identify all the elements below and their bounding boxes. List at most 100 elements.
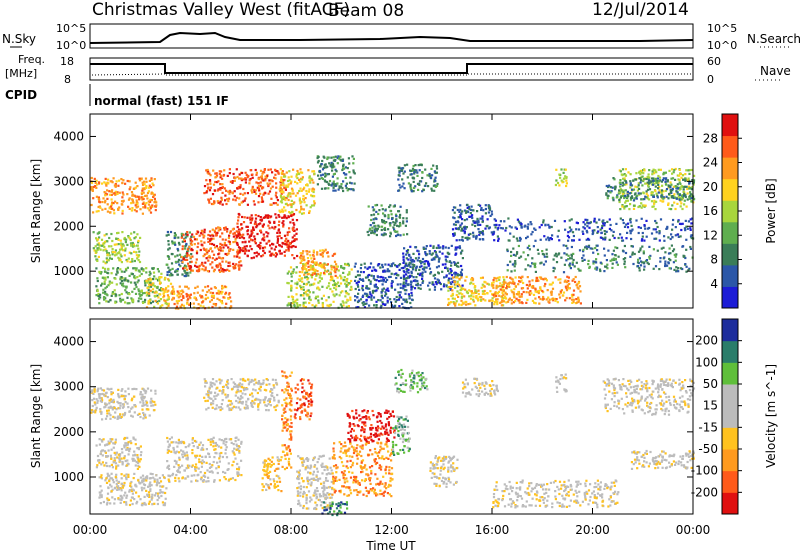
power-cell: [507, 283, 510, 287]
power-cell: [690, 197, 693, 200]
power-cell: [124, 301, 127, 304]
power-cell: [125, 291, 128, 294]
power-cell: [138, 274, 141, 277]
power-cell: [371, 291, 375, 294]
power-cell: [350, 182, 353, 185]
power-cell: [402, 172, 405, 175]
power-cell: [292, 245, 295, 248]
power-cell: [548, 226, 551, 229]
power-cell: [467, 233, 470, 236]
power-cell: [457, 265, 460, 268]
power-cell: [531, 286, 534, 289]
power-cell: [308, 188, 311, 191]
power-cell: [629, 221, 632, 224]
power-cell: [433, 288, 436, 291]
power-cell: [655, 231, 658, 234]
power-cell: [644, 195, 647, 198]
power-cell: [210, 294, 214, 297]
power-cell: [429, 271, 433, 274]
power-cell: [321, 252, 324, 255]
power-cell: [334, 274, 337, 277]
power-cell: [676, 174, 679, 177]
power-cell: [673, 253, 676, 256]
power-cell: [389, 298, 392, 301]
velocity-cell: [146, 404, 149, 407]
power-cell: [612, 258, 615, 261]
power-cell: [468, 295, 471, 298]
power-cell: [117, 231, 120, 234]
power-cell: [126, 296, 129, 299]
power-cell: [599, 236, 602, 239]
power-cell: [601, 220, 604, 223]
power-cell: [573, 265, 576, 268]
power-cell: [259, 229, 262, 232]
power-cell: [223, 296, 226, 299]
power-cell: [273, 248, 276, 251]
power-cell: [97, 292, 100, 296]
power-cell: [171, 274, 174, 277]
power-cell: [250, 257, 253, 260]
power-cell: [114, 254, 117, 257]
power-cell: [316, 253, 319, 256]
power-cell: [212, 237, 215, 240]
power-cell: [109, 211, 112, 214]
power-cell: [237, 228, 241, 231]
power-cell: [98, 247, 101, 250]
power-cell: [620, 173, 623, 176]
power-cell: [167, 279, 171, 282]
power-cell: [382, 287, 385, 290]
power-cell: [556, 301, 559, 304]
power-cell: [286, 195, 289, 198]
power-cell: [514, 260, 517, 263]
power-cell: [237, 230, 240, 234]
power-cell: [484, 227, 487, 230]
power-cell: [642, 252, 645, 255]
power-cell: [611, 253, 614, 256]
power-cell: [538, 276, 541, 279]
power-cell: [373, 304, 376, 307]
power-cell: [445, 260, 448, 263]
power-cell: [480, 296, 483, 299]
power-cell: [263, 251, 266, 255]
power-cell: [668, 169, 671, 172]
power-cell: [223, 227, 226, 230]
power-cell: [222, 268, 225, 272]
power-cell: [566, 284, 569, 287]
power-cell: [211, 266, 214, 269]
power-cell: [289, 195, 292, 198]
power-cell: [671, 177, 675, 180]
power-cell: [417, 256, 420, 259]
power-cell: [459, 252, 463, 255]
power-cell: [261, 246, 264, 249]
power-cell: [298, 189, 301, 193]
power-cell: [292, 221, 295, 225]
power-cell: [501, 285, 504, 288]
power-cell: [208, 179, 212, 182]
power-cell: [219, 174, 222, 177]
power-cell: [650, 200, 654, 203]
power-cell: [664, 178, 667, 181]
power-cell: [296, 281, 299, 284]
velocity-cell: [141, 408, 144, 411]
power-cell: [366, 287, 369, 290]
power-cell: [288, 230, 291, 233]
power-cell: [622, 191, 625, 194]
velocity-cell: [134, 459, 137, 462]
power-cell: [568, 282, 571, 286]
power-cell: [257, 245, 260, 248]
power-cell: [626, 196, 629, 199]
power-cell: [641, 175, 644, 178]
power-cell: [253, 188, 256, 191]
power-cell: [603, 247, 606, 250]
power-cell: [183, 238, 186, 241]
power-cell: [189, 271, 192, 274]
power-cell: [96, 247, 99, 250]
power-cell: [584, 223, 587, 226]
power-cell: [475, 237, 478, 240]
power-cell: [321, 168, 325, 171]
power-cell: [543, 285, 546, 288]
power-cell: [502, 276, 505, 279]
power-cell: [413, 264, 416, 267]
power-cell: [555, 255, 558, 258]
power-cell: [621, 194, 624, 197]
